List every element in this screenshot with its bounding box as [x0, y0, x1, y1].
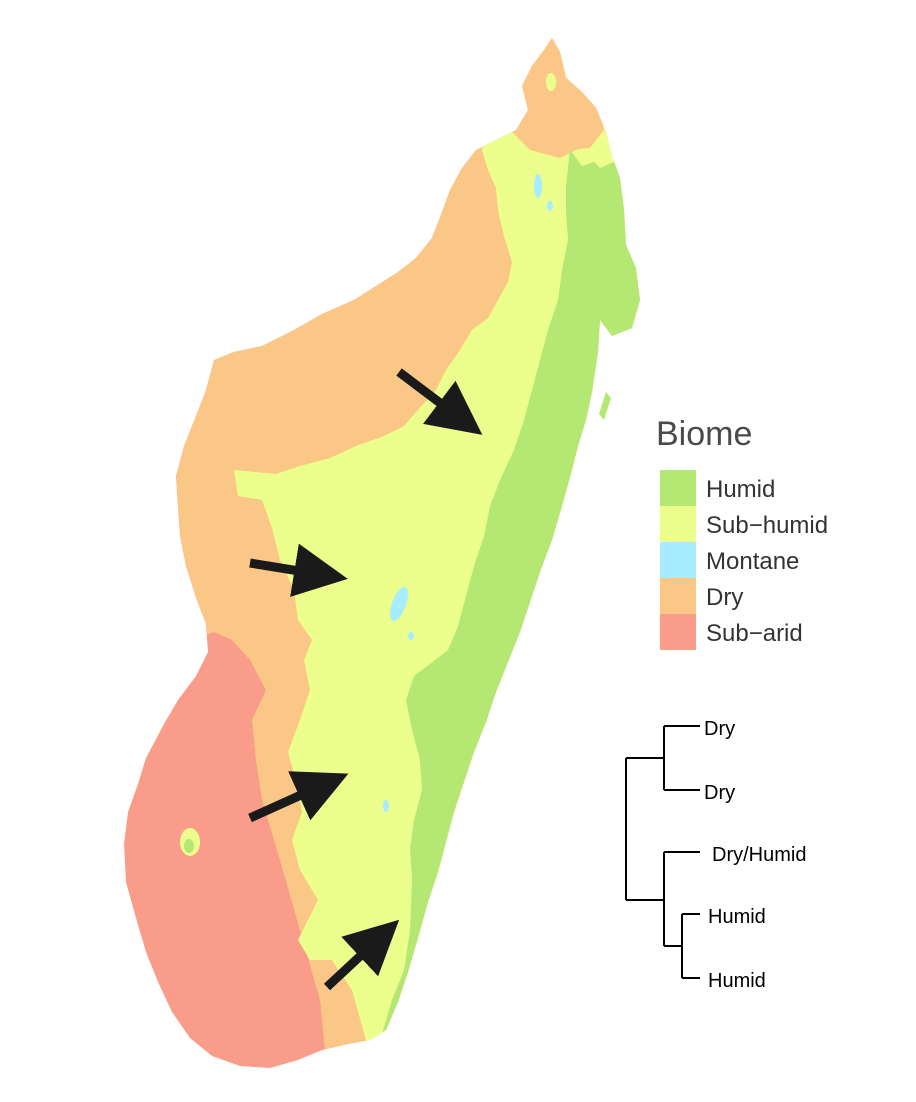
montane-patch [408, 632, 414, 640]
legend: Biome Humid Sub−humid Montane Dry Sub−arid [656, 415, 828, 650]
legend-swatch [660, 614, 696, 650]
legend-swatch [660, 578, 696, 614]
biome-patch-sub-humid-north [546, 73, 556, 91]
tree-tip-label: Humid [708, 970, 766, 992]
arrow [396, 368, 483, 435]
biome-patch-humid-southwest [184, 839, 194, 853]
montane-patch [534, 174, 542, 198]
phylogenetic-tree [625, 725, 700, 979]
legend-swatch [660, 542, 696, 578]
arrows [248, 368, 483, 991]
legend-swatch [660, 470, 696, 506]
legend-label: Humid [706, 476, 775, 503]
legend-label: Dry [706, 584, 743, 611]
arrow [323, 919, 400, 991]
tree-tip-label: Dry/Humid [712, 844, 806, 866]
legend-label: Sub−arid [706, 620, 803, 647]
montane-patch [547, 201, 553, 211]
tree-tip-label: Humid [708, 906, 766, 928]
tree-tip-label: Dry [704, 718, 735, 740]
montane-patch [389, 586, 409, 622]
biome-region-dry-north-tip [528, 40, 604, 152]
legend-swatch [660, 506, 696, 542]
tree-tips: Dry Dry Dry/Humid Humid Humid [704, 718, 806, 992]
montane-patch [383, 800, 389, 812]
legend-label: Sub−humid [706, 512, 828, 539]
offshore-island [599, 392, 611, 420]
arrow [248, 771, 349, 823]
tree-tip-label: Dry [704, 782, 735, 804]
legend-title: Biome [656, 415, 752, 453]
arrow [249, 543, 348, 597]
legend-label: Montane [706, 548, 799, 575]
